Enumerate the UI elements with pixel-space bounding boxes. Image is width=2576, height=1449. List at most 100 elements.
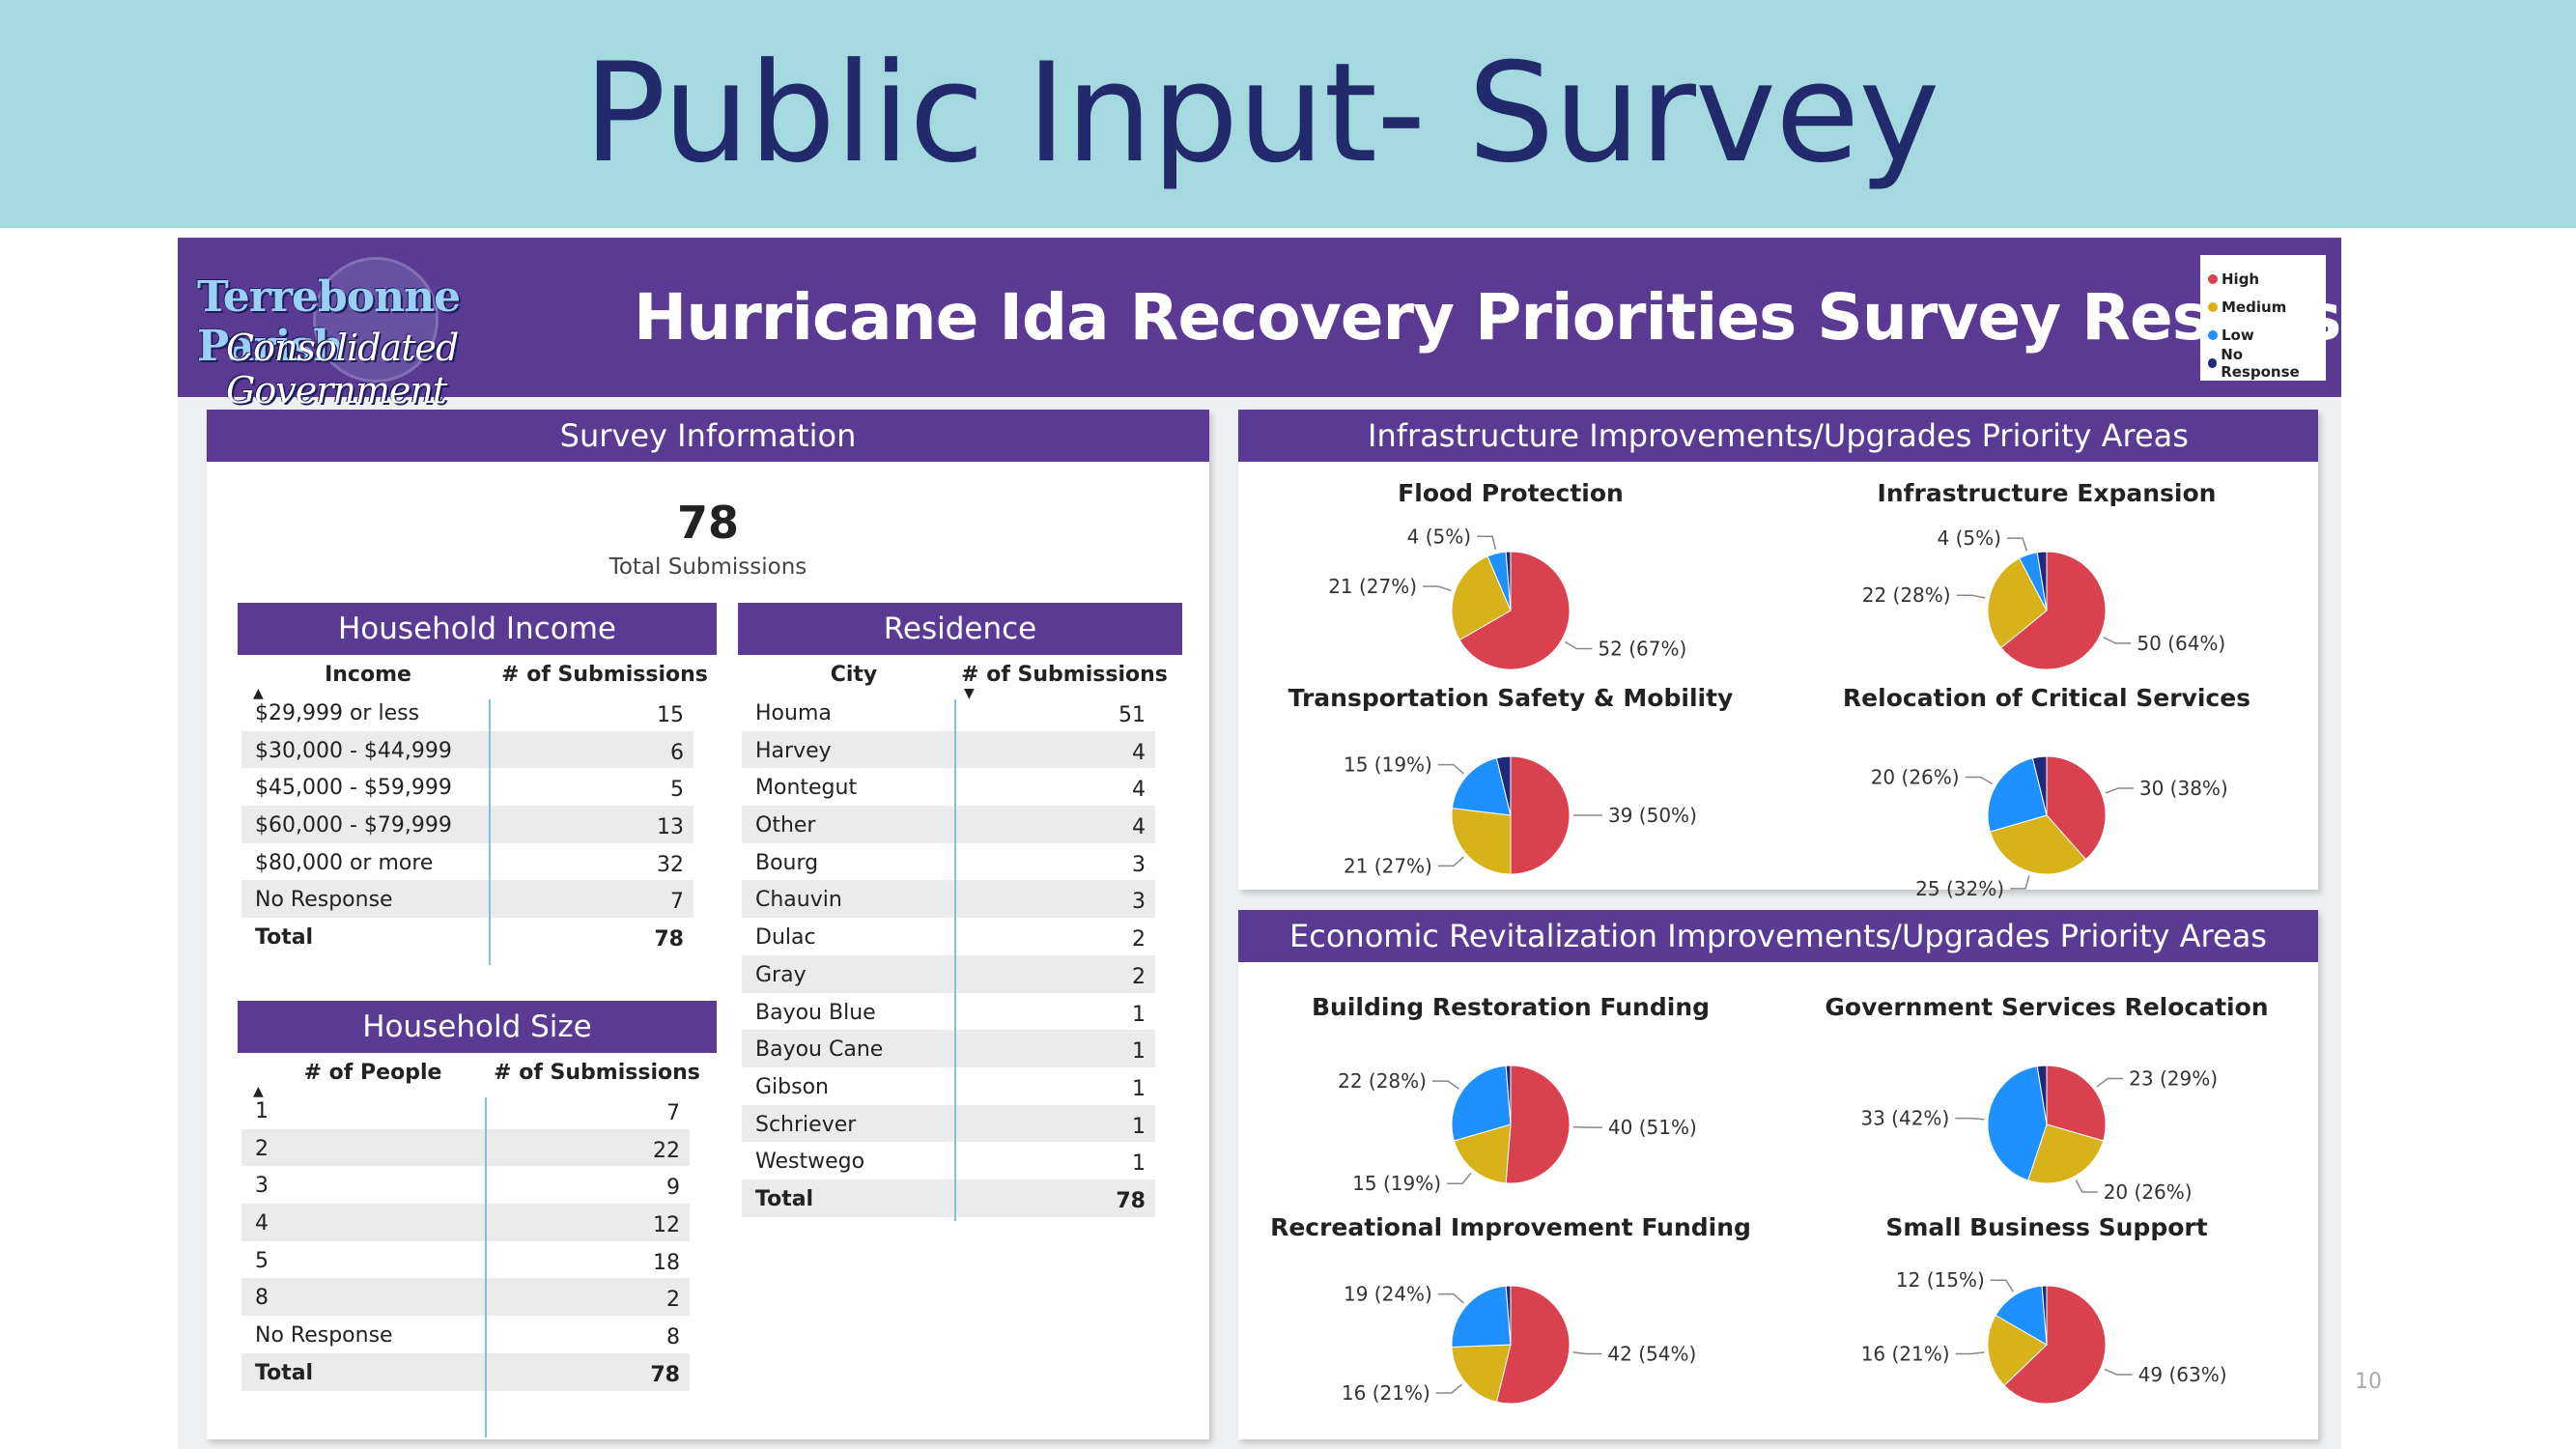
table-total-row[interactable]: Total 78 — [742, 1179, 1155, 1217]
legend-item-medium[interactable]: Medium — [2208, 293, 2318, 321]
low-dot-icon — [2208, 329, 2218, 340]
leader-line — [1572, 1351, 1602, 1355]
sort-up-icon[interactable]: ▲ — [253, 1084, 264, 1099]
pie-slice-high[interactable] — [2046, 1065, 2107, 1142]
pie-svg: 49 (63%) 16 (21%) 12 (15%) — [1861, 1268, 2227, 1405]
legend-item-low[interactable]: Low — [2208, 321, 2318, 349]
pie-slice-no-response[interactable] — [1505, 1285, 1512, 1346]
pie-slice-no-response[interactable] — [2036, 551, 2048, 611]
economic-header: Economic Revitalization Improvements/Upg… — [1238, 910, 2318, 962]
leader-line — [1447, 1172, 1472, 1184]
table-row[interactable]: Bayou Cane 1 — [742, 1030, 1155, 1067]
legend-item-no-response[interactable]: No Response — [2208, 346, 2318, 381]
household-size-rows: 1 7 2 22 3 9 4 12 5 18 8 2 No Response 8 Total 78 — [241, 1092, 690, 1391]
leader-line — [1955, 1351, 1985, 1355]
pie-slice-medium[interactable] — [1987, 557, 2048, 649]
submissions-column-header[interactable]: # of Submissions — [501, 663, 708, 687]
table-row[interactable]: Houma 51 — [742, 694, 1155, 731]
pie-slice-high[interactable] — [2046, 755, 2107, 861]
slide-title: Public Input- Survey — [583, 34, 1939, 193]
pie-slice-high[interactable] — [1495, 1285, 1571, 1405]
table-row[interactable]: 5 18 — [241, 1241, 690, 1279]
pie-slice-no-response[interactable] — [1505, 551, 1512, 611]
pie-slice-low[interactable] — [1451, 1065, 1512, 1142]
pie-slice-high[interactable] — [1458, 551, 1571, 670]
pie-slice-high[interactable] — [1510, 755, 1571, 875]
residence-header: Residence — [738, 603, 1182, 655]
sort-down-icon[interactable]: ▼ — [964, 686, 975, 701]
table-total-row[interactable]: Total 78 — [241, 1352, 690, 1391]
table-row[interactable]: Gibson 1 — [742, 1067, 1155, 1105]
submissions-column-header[interactable]: # of Submissions — [961, 663, 1168, 687]
infrastructure-header: Infrastructure Improvements/Upgrades Pri… — [1238, 410, 2318, 462]
pie-slice-medium[interactable] — [1453, 1123, 1512, 1184]
table-row[interactable]: Harvey 4 — [742, 730, 1155, 769]
pie-slice-high[interactable] — [2000, 551, 2107, 670]
row-label: 1 — [255, 1099, 269, 1123]
table-row[interactable]: No Response 8 — [241, 1316, 690, 1353]
pie-slice-medium[interactable] — [1451, 808, 1512, 875]
table-row[interactable]: $60,000 - $79,999 13 — [241, 806, 694, 843]
pie-slice-no-response[interactable] — [1495, 755, 1512, 816]
pie-chart: Recreational Improvement Funding 42 (54%)… — [1240, 1213, 1781, 1449]
data-label: 4 (5%) — [1407, 525, 1471, 548]
sort-up-icon[interactable]: ▲ — [253, 686, 264, 701]
table-row[interactable]: Westwego 1 — [742, 1142, 1155, 1179]
pie-slice-medium[interactable] — [1989, 814, 2087, 875]
table-total-row[interactable]: Total 78 — [241, 918, 694, 955]
pie-slice-no-response[interactable] — [1505, 1065, 1512, 1125]
household-size-table: Household Size # of People # of Submissi… — [238, 1001, 717, 1437]
income-column-header[interactable]: Income — [325, 663, 411, 687]
row-label: Total — [255, 1360, 314, 1385]
table-row[interactable]: 4 12 — [241, 1204, 690, 1241]
row-value: 4 — [1132, 815, 1146, 840]
table-row[interactable]: $30,000 - $44,999 6 — [241, 730, 694, 769]
table-row[interactable]: Montegut 4 — [742, 768, 1155, 806]
row-label: Total — [755, 1186, 814, 1211]
row-label: 4 — [255, 1211, 269, 1236]
table-row[interactable]: Bourg 3 — [742, 843, 1155, 881]
submissions-column-header[interactable]: # of Submissions — [494, 1061, 700, 1085]
row-label: Harvey — [755, 738, 832, 763]
leader-line — [1956, 594, 1986, 599]
pie-slice-low[interactable] — [1995, 1285, 2048, 1346]
leader-line — [1564, 640, 1593, 650]
row-label: Chauvin — [755, 888, 842, 913]
pie-chart: Relocation of Critical Services 30 (38%) 2… — [1776, 684, 2317, 925]
chart-legend: High Medium Low No Response — [2200, 255, 2326, 381]
city-column-header[interactable]: City — [830, 663, 878, 687]
pie-slice-no-response[interactable] — [2031, 755, 2048, 816]
pie-slice-medium[interactable] — [1451, 555, 1512, 641]
pie-slice-no-response[interactable] — [2036, 1065, 2048, 1125]
table-row[interactable]: $80,000 or more 32 — [241, 843, 694, 881]
pie-chart-title: Relocation of Critical Services — [1842, 684, 2251, 712]
table-row[interactable]: Other 4 — [742, 806, 1155, 843]
pie-slice-low[interactable] — [1987, 1065, 2048, 1181]
table-row[interactable]: No Response 7 — [241, 880, 694, 919]
table-row[interactable]: Bayou Blue 1 — [742, 993, 1155, 1031]
legend-item-high[interactable]: High — [2208, 265, 2318, 293]
pie-slice-medium[interactable] — [1987, 1314, 2048, 1386]
pie-slice-medium[interactable] — [2027, 1123, 2105, 1184]
people-column-header[interactable]: # of People — [303, 1061, 442, 1085]
table-row[interactable]: Schriever 1 — [742, 1104, 1155, 1143]
pie-slice-low[interactable] — [1451, 757, 1512, 816]
table-row[interactable]: Chauvin 3 — [742, 880, 1155, 919]
row-value: 1 — [1132, 1076, 1146, 1101]
table-row[interactable]: Gray 2 — [742, 954, 1155, 993]
pie-slice-medium[interactable] — [1451, 1344, 1512, 1403]
pie-slice-low[interactable] — [1987, 757, 2048, 833]
pie-slice-low[interactable] — [1451, 1285, 1512, 1348]
pie-slice-high[interactable] — [1505, 1065, 1571, 1184]
pie-slice-no-response[interactable] — [2041, 1285, 2048, 1346]
table-row[interactable]: 2 22 — [241, 1128, 690, 1167]
leader-line — [1437, 763, 1464, 775]
pie-svg: 52 (67%) 21 (27%) 4 (5%) — [1328, 525, 1686, 670]
table-row[interactable]: $29,999 or less 15 — [241, 694, 694, 731]
pie-slice-high[interactable] — [2003, 1285, 2107, 1405]
table-row[interactable]: Dulac 2 — [742, 918, 1155, 955]
table-row[interactable]: $45,000 - $59,999 5 — [241, 768, 694, 806]
